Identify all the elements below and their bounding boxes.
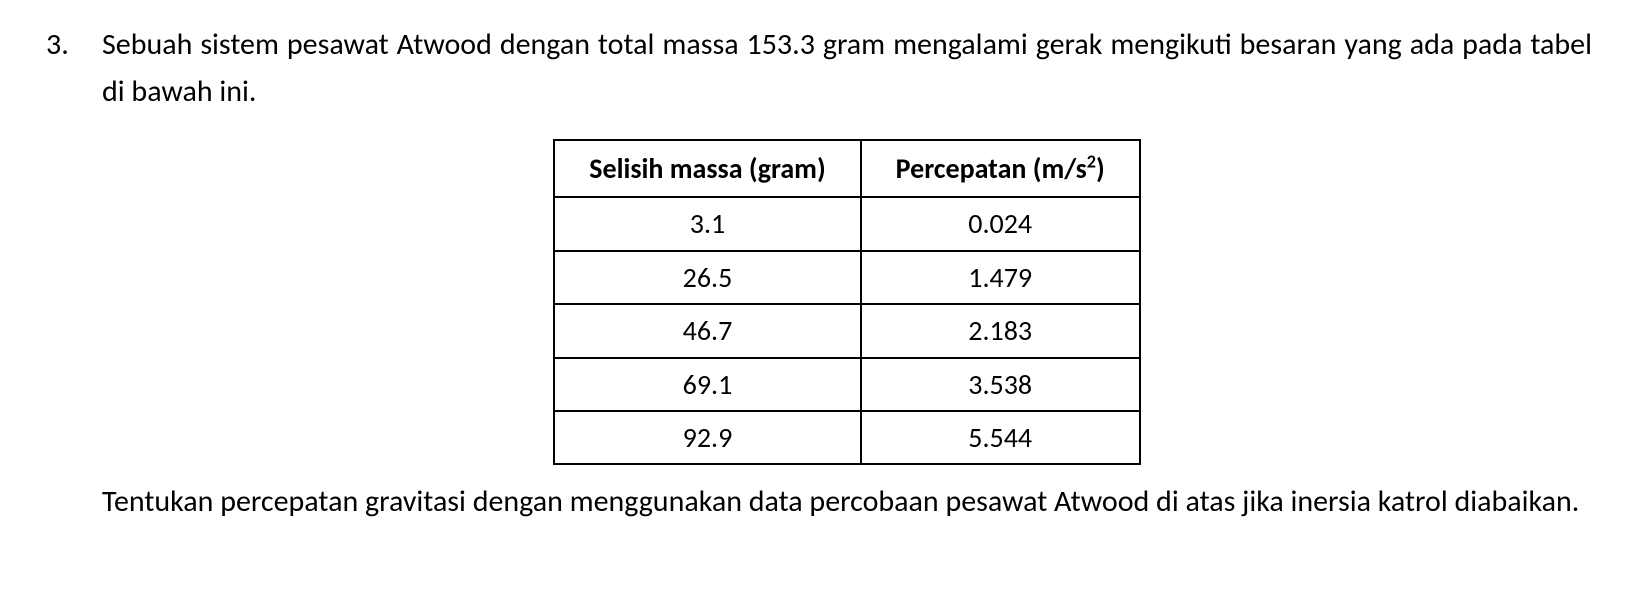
question-number: 3. [40, 22, 102, 69]
question-row: 3. Sebuah sistem pesawat Atwood dengan t… [40, 22, 1592, 550]
cell-mass-diff: 3.1 [554, 197, 860, 250]
col-header-mass-diff: Selisih massa (gram) [554, 140, 860, 197]
table-row: 92.9 5.544 [554, 411, 1139, 464]
question-intro-text: Sebuah sistem pesawat Atwood dengan tota… [102, 22, 1592, 115]
cell-mass-diff: 46.7 [554, 304, 860, 357]
table-row: 26.5 1.479 [554, 251, 1139, 304]
table-row: 46.7 2.183 [554, 304, 1139, 357]
page: 3. Sebuah sistem pesawat Atwood dengan t… [0, 0, 1632, 614]
data-table: Selisih massa (gram) Percepatan (m/s2) 3… [553, 139, 1140, 465]
table-row: 3.1 0.024 [554, 197, 1139, 250]
cell-acceleration: 2.183 [861, 304, 1140, 357]
question-closing-text: Tentukan percepatan gravitasi dengan men… [102, 479, 1592, 526]
cell-mass-diff: 26.5 [554, 251, 860, 304]
cell-acceleration: 5.544 [861, 411, 1140, 464]
cell-acceleration: 3.538 [861, 358, 1140, 411]
question-body: Sebuah sistem pesawat Atwood dengan tota… [102, 22, 1592, 550]
cell-mass-diff: 92.9 [554, 411, 860, 464]
cell-acceleration: 0.024 [861, 197, 1140, 250]
col-header-acceleration: Percepatan (m/s2) [861, 140, 1140, 197]
table-row: 69.1 3.538 [554, 358, 1139, 411]
cell-mass-diff: 69.1 [554, 358, 860, 411]
cell-acceleration: 1.479 [861, 251, 1140, 304]
table-header-row: Selisih massa (gram) Percepatan (m/s2) [554, 140, 1139, 197]
